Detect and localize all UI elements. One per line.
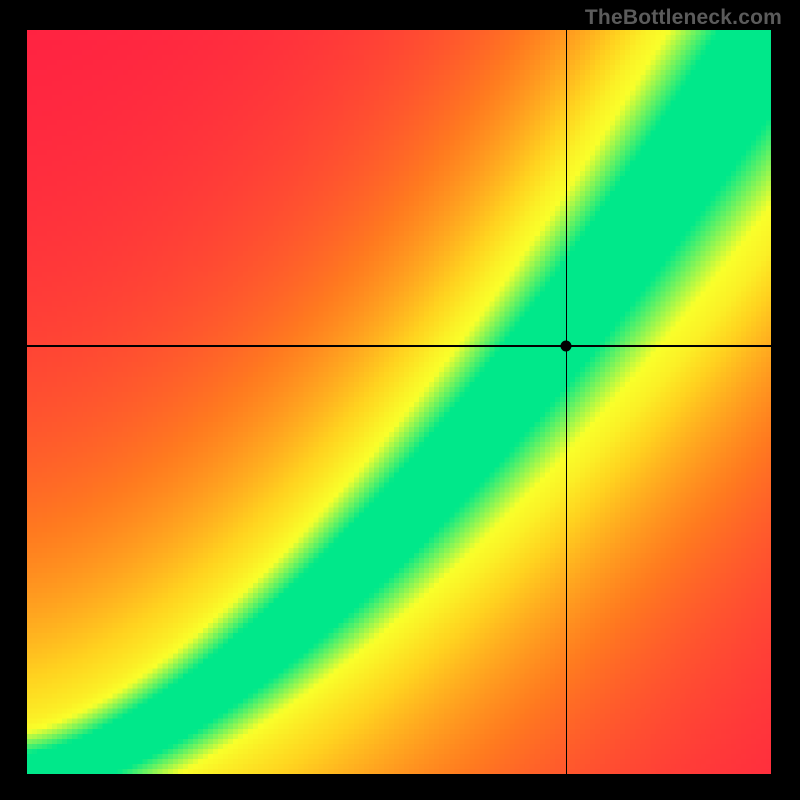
crosshair-marker: [561, 341, 572, 352]
crosshair-vertical: [566, 30, 568, 774]
chart-container: { "watermark": { "text": "TheBottleneck.…: [0, 0, 800, 800]
watermark-text: TheBottleneck.com: [585, 6, 782, 30]
crosshair-horizontal: [27, 345, 771, 347]
bottleneck-heatmap: [27, 30, 771, 774]
